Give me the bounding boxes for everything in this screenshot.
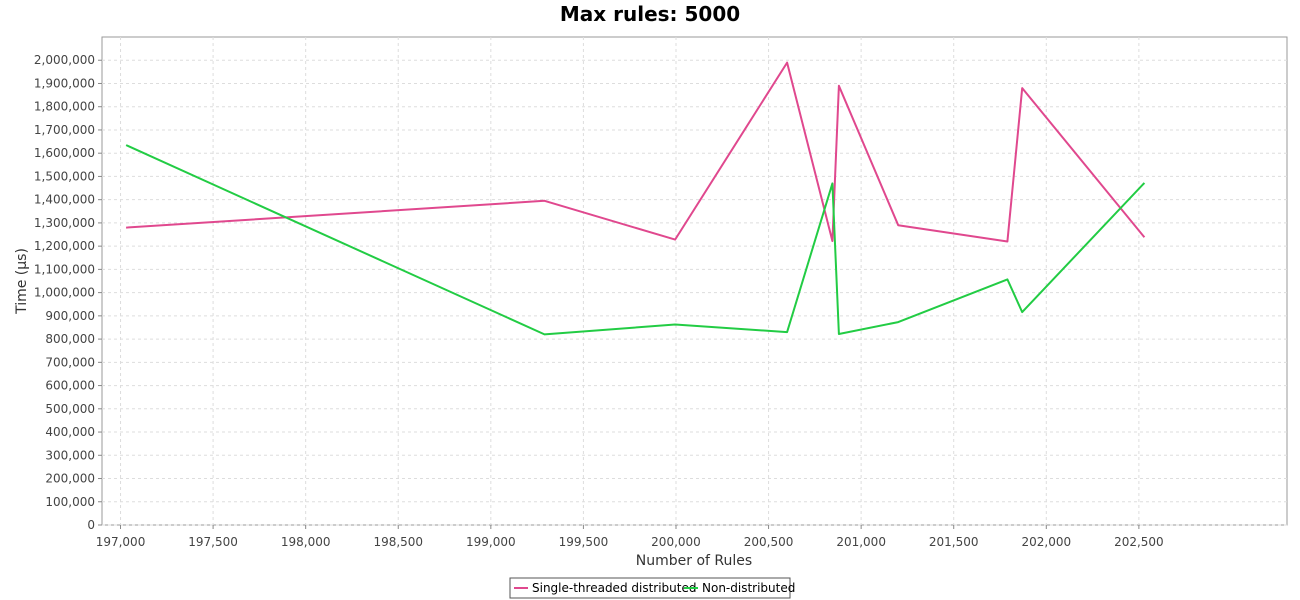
series-line-single-threaded-distributed — [126, 61, 1146, 243]
y-tick-label: 600,000 — [45, 379, 95, 393]
x-tick-label: 199,500 — [559, 535, 609, 549]
y-tick-label: 300,000 — [45, 448, 95, 462]
y-tick-label: 1,600,000 — [34, 146, 95, 160]
y-tick-label: 200,000 — [45, 472, 95, 486]
x-tick-label: 199,000 — [466, 535, 516, 549]
x-axis-ticks: 197,000 197,500 198,000 198,500 199,000 199,5… — [96, 525, 1164, 549]
y-tick-label: 0 — [87, 518, 95, 532]
y-tick-label: 1,300,000 — [34, 216, 95, 230]
series-lines — [125, 61, 1146, 336]
x-axis-label: Number of Rules — [636, 553, 752, 569]
y-tick-label: 2,000,000 — [34, 53, 95, 67]
y-tick-label: 800,000 — [45, 332, 95, 346]
y-tick-label: 700,000 — [45, 355, 95, 369]
y-tick-label: 1,200,000 — [34, 239, 95, 253]
legend-label-single-threaded: Single-threaded distributed — [532, 581, 696, 595]
y-tick-label: 1,400,000 — [34, 193, 95, 207]
chart-title: Max rules: 5000 — [560, 2, 740, 26]
y-axis-ticks: 0 100,000 200,000 300,000 400,000 500,000 600,… — [34, 53, 102, 532]
y-tick-label: 100,000 — [45, 495, 95, 509]
x-tick-label: 198,000 — [281, 535, 331, 549]
x-tick-label: 200,000 — [651, 535, 701, 549]
legend: Single-threaded distributed Non-distribu… — [509, 577, 795, 599]
y-tick-label: 1,100,000 — [34, 262, 95, 276]
y-tick-label: 400,000 — [45, 425, 95, 439]
x-tick-label: 200,500 — [744, 535, 794, 549]
series-line-non-distributed — [125, 144, 1146, 336]
plot-area — [101, 36, 1288, 526]
x-tick-label: 202,000 — [1021, 535, 1071, 549]
y-tick-label: 1,000,000 — [34, 286, 95, 300]
x-tick-label: 202,500 — [1114, 535, 1164, 549]
y-tick-label: 1,500,000 — [34, 169, 95, 183]
y-tick-label: 900,000 — [45, 309, 95, 323]
y-tick-label: 1,800,000 — [34, 100, 95, 114]
y-axis-label: Time (µs) — [14, 248, 30, 315]
x-tick-label: 197,500 — [188, 535, 238, 549]
x-tick-label: 198,500 — [373, 535, 423, 549]
y-tick-label: 1,900,000 — [34, 76, 95, 90]
y-tick-label: 1,700,000 — [34, 123, 95, 137]
legend-box — [509, 577, 791, 599]
y-tick-label: 500,000 — [45, 402, 95, 416]
x-tick-label: 201,500 — [929, 535, 979, 549]
x-tick-label: 201,000 — [836, 535, 886, 549]
x-tick-label: 197,000 — [96, 535, 146, 549]
legend-label-non-distributed: Non-distributed — [702, 581, 795, 595]
